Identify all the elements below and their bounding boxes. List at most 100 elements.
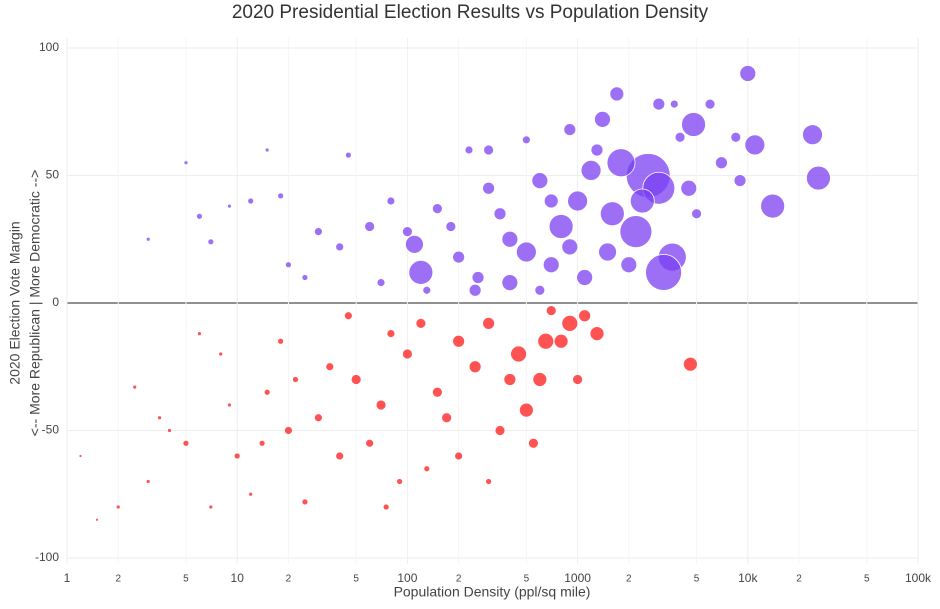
point <box>503 373 517 386</box>
point <box>115 504 121 510</box>
point <box>343 311 353 321</box>
point <box>576 269 594 286</box>
point <box>510 345 527 363</box>
point <box>145 236 151 242</box>
point <box>264 147 270 153</box>
point <box>386 196 396 206</box>
point <box>483 144 495 156</box>
point <box>691 208 702 220</box>
point <box>196 212 203 220</box>
point <box>806 165 831 191</box>
point <box>521 135 531 145</box>
point <box>227 402 232 408</box>
point <box>669 99 679 109</box>
point <box>578 309 592 323</box>
point <box>802 124 823 146</box>
point <box>609 86 625 102</box>
point <box>542 256 560 274</box>
point <box>528 437 539 449</box>
point <box>518 402 534 418</box>
x-tick-label: 5 <box>183 574 189 585</box>
point <box>301 498 309 506</box>
point <box>598 242 617 262</box>
point <box>233 452 241 460</box>
point <box>645 253 682 291</box>
chart-title: 2020 Presidential Election Results vs Po… <box>232 2 709 23</box>
point <box>314 227 323 237</box>
point <box>680 179 698 197</box>
point <box>652 97 666 111</box>
point <box>704 98 716 110</box>
point <box>263 388 271 396</box>
point <box>534 284 546 296</box>
point <box>208 504 214 510</box>
point <box>350 374 362 385</box>
point <box>452 334 466 348</box>
point <box>344 151 352 159</box>
point <box>599 201 625 227</box>
point <box>468 283 482 297</box>
x-tick-label: 2 <box>796 574 802 585</box>
point <box>445 221 457 232</box>
point <box>683 356 698 372</box>
x-tick-label: 10k <box>738 571 758 585</box>
point <box>543 193 559 209</box>
point <box>572 374 583 385</box>
point <box>589 326 605 342</box>
y-axis-title: 2020 Election Vote Margin <box>7 221 23 384</box>
point <box>739 65 757 82</box>
point <box>325 362 335 372</box>
x-tick-label: 1 <box>64 571 71 585</box>
point <box>681 112 706 137</box>
point <box>567 190 588 212</box>
point <box>454 451 464 461</box>
point <box>501 274 519 292</box>
point <box>197 331 202 337</box>
x-tick-label: 2 <box>115 574 121 585</box>
point <box>580 159 602 181</box>
point <box>545 305 557 317</box>
point <box>494 425 506 436</box>
x-tick-label: 100k <box>905 571 932 585</box>
point <box>515 241 537 263</box>
point <box>277 192 285 200</box>
point <box>405 234 424 254</box>
point <box>277 337 285 345</box>
point <box>292 376 299 383</box>
point <box>730 131 742 143</box>
point <box>365 438 375 448</box>
point <box>78 454 83 458</box>
point <box>590 143 604 157</box>
x-tick-label: 100 <box>397 571 417 585</box>
point <box>415 317 427 329</box>
point <box>619 215 653 249</box>
point <box>561 238 579 256</box>
x-tick-label: 1000 <box>564 571 591 585</box>
point <box>157 415 163 421</box>
point <box>132 384 138 390</box>
y-axis-title: <-- More Republican | More Democratic --… <box>27 170 43 437</box>
point <box>431 386 443 398</box>
point <box>744 134 766 156</box>
point <box>408 259 434 285</box>
point <box>314 413 323 423</box>
point <box>284 426 293 435</box>
point <box>386 329 396 339</box>
point <box>247 197 255 205</box>
point <box>674 131 686 143</box>
y-tick-label: 50 <box>46 168 60 182</box>
point <box>401 348 413 360</box>
x-tick-label: 2 <box>456 574 462 585</box>
point <box>561 314 579 332</box>
point <box>468 360 482 374</box>
point <box>207 238 215 246</box>
point <box>376 278 386 288</box>
point <box>431 203 443 215</box>
point <box>715 156 728 170</box>
point <box>227 203 232 209</box>
point <box>285 261 292 269</box>
point <box>218 351 224 357</box>
point <box>620 256 638 274</box>
point <box>422 285 432 295</box>
